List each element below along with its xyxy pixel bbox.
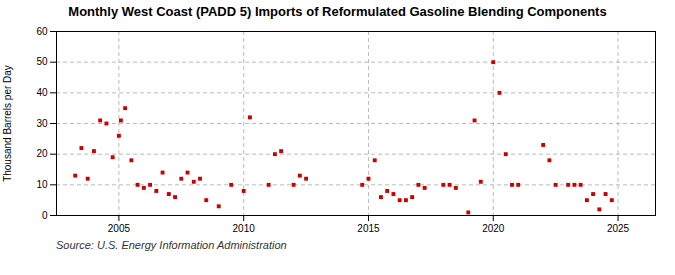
- svg-text:50: 50: [36, 56, 48, 67]
- svg-text:30: 30: [36, 118, 48, 129]
- svg-text:0: 0: [42, 210, 48, 221]
- svg-text:40: 40: [36, 87, 48, 98]
- html-text:Source: U.S. Energy Informatio: Source: U.S. Energy Information Administ…: [56, 239, 287, 251]
- svg-text:20: 20: [36, 148, 48, 159]
- svg-text:2015: 2015: [357, 223, 380, 234]
- svg-text:2005: 2005: [108, 223, 131, 234]
- svg-text:2010: 2010: [233, 223, 256, 234]
- svg-text:2025: 2025: [607, 223, 630, 234]
- html-text:Monthly West Coast (PADD 5) Im: Monthly West Coast (PADD 5) Imports of R…: [68, 4, 607, 19]
- svg-text:Thousand Barrels per Day: Thousand Barrels per Day: [2, 65, 13, 182]
- svg-text:10: 10: [36, 179, 48, 190]
- svg-text:60: 60: [36, 26, 48, 37]
- svg-text:2020: 2020: [482, 223, 505, 234]
